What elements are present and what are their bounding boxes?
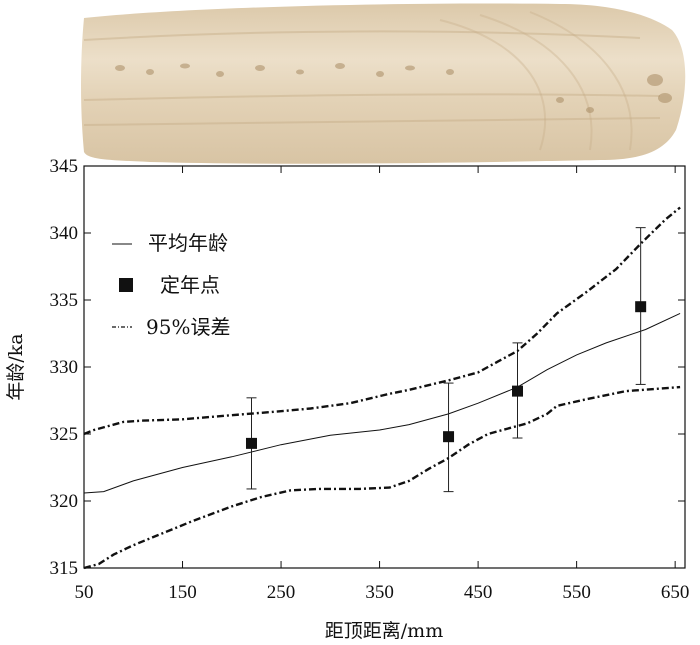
y-tick-label: 335: [50, 290, 79, 311]
mean-age-line: [83, 312, 681, 494]
x-tick-label: 250: [267, 582, 296, 603]
legend-label-mean: 平均年龄: [148, 231, 228, 255]
y-tick-label: 315: [50, 558, 79, 579]
legend-marker-square: [119, 278, 133, 292]
plot-frame: [83, 165, 686, 569]
dating-point-marker: [245, 437, 257, 449]
legend-label-dating: 定年点: [160, 273, 220, 297]
y-tick-label: 320: [50, 491, 79, 512]
dating-point-marker: [443, 431, 455, 443]
y-tick-label: 345: [50, 156, 79, 177]
y-tick-label: 330: [50, 357, 79, 378]
legend: 平均年龄 定年点 95%误差: [112, 231, 230, 339]
x-axis-label: 距顶距离/mm: [325, 620, 443, 642]
x-tick-label: 50: [75, 582, 94, 603]
y-axis: 315 320 325 330 335 340 345: [50, 156, 685, 579]
y-tick-label: 325: [50, 424, 79, 445]
x-axis: 50 150 250 350 450 550 650: [75, 166, 690, 603]
x-tick-label: 150: [168, 582, 197, 603]
dating-point-marker: [635, 301, 647, 313]
y-tick-label: 340: [50, 223, 79, 244]
series-layer: [83, 206, 681, 570]
y-axis-label: 年龄/ka: [5, 333, 27, 400]
stalagmite-section-photo: [81, 3, 686, 164]
x-tick-label: 550: [562, 582, 591, 603]
legend-label-error: 95%误差: [146, 315, 230, 339]
dating-point-marker: [512, 385, 524, 397]
x-tick-label: 450: [464, 582, 493, 603]
x-tick-label: 650: [661, 582, 690, 603]
error-lower-line: [83, 385, 681, 570]
x-tick-label: 350: [365, 582, 394, 603]
